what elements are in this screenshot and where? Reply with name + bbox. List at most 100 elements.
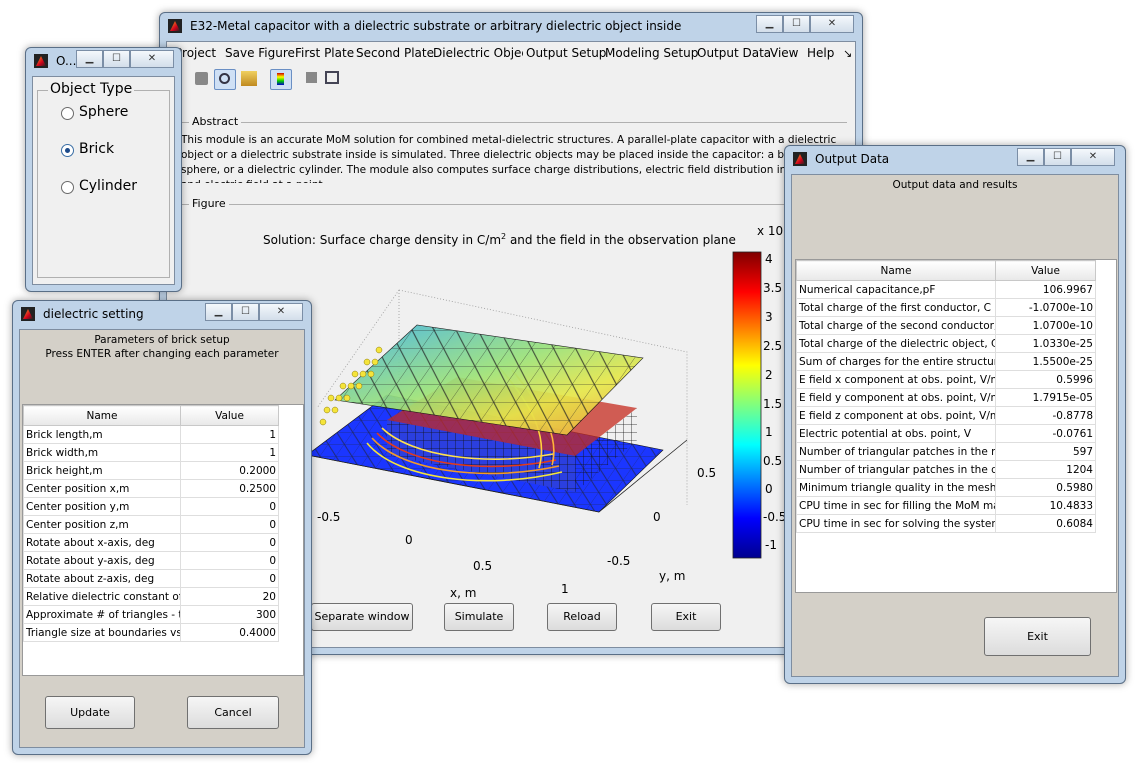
- col-name-header[interactable]: Name: [796, 260, 996, 281]
- table-row[interactable]: E field z component at obs. point, V/m -0…: [796, 406, 1096, 425]
- row-value-cell[interactable]: 0: [180, 497, 279, 516]
- table-row[interactable]: Brick length,m 1: [23, 425, 279, 444]
- row-value-cell[interactable]: 0.4000: [180, 623, 279, 642]
- menu-modeling-setup[interactable]: Modeling Setup: [605, 46, 699, 60]
- col-value-header[interactable]: Value: [995, 260, 1096, 281]
- table-row[interactable]: Center position z,m 0: [23, 515, 279, 534]
- table-row[interactable]: E field x component at obs. point, V/m 0.…: [796, 370, 1096, 389]
- menu-save-figure[interactable]: Save Figure: [225, 46, 295, 60]
- row-value-cell[interactable]: 106.9967: [995, 280, 1096, 299]
- row-value-cell[interactable]: 0: [180, 515, 279, 534]
- maximize-icon[interactable]: ☐: [103, 50, 130, 68]
- exit-button[interactable]: Exit: [651, 603, 721, 631]
- row-value-cell[interactable]: 1: [180, 443, 279, 462]
- col-value-header[interactable]: Value: [180, 405, 279, 426]
- print-icon[interactable]: [195, 72, 208, 85]
- row-value-cell[interactable]: 20: [180, 587, 279, 606]
- dielectric-titlebar[interactable]: dielectric setting ▁ ☐ ✕: [13, 301, 311, 329]
- table-row[interactable]: Sum of charges for the entire structur..…: [796, 352, 1096, 371]
- row-value-cell[interactable]: -1.0700e-10: [995, 298, 1096, 317]
- menu-second-plate[interactable]: Second Plate: [356, 46, 434, 60]
- cancel-button[interactable]: Cancel: [187, 696, 279, 729]
- row-value-cell[interactable]: 0.5996: [995, 370, 1096, 389]
- output-exit-button[interactable]: Exit: [984, 617, 1091, 656]
- menu-first-plate[interactable]: First Plate: [295, 46, 355, 60]
- table-row[interactable]: E field y component at obs. point, V/m 1.…: [796, 388, 1096, 407]
- menu-overflow-icon[interactable]: ↘: [843, 47, 853, 60]
- table-row[interactable]: Number of triangular patches in the me..…: [796, 442, 1096, 461]
- row-value-cell[interactable]: 1.7915e-05: [995, 388, 1096, 407]
- maximize-icon[interactable]: ☐: [783, 15, 810, 33]
- table-row[interactable]: Electric potential at obs. point, V -0.07…: [796, 424, 1096, 443]
- menu-help[interactable]: Help: [807, 46, 835, 60]
- minimize-icon[interactable]: ▁: [76, 50, 103, 68]
- row-value-cell[interactable]: 10.4833: [995, 496, 1096, 515]
- minimize-icon[interactable]: ▁: [1017, 148, 1044, 166]
- row-value-cell[interactable]: 1.5500e-25: [995, 352, 1096, 371]
- close-icon[interactable]: ✕: [1071, 148, 1115, 166]
- table-row[interactable]: Numerical capacitance,pF 106.9967: [796, 280, 1096, 299]
- update-button[interactable]: Update: [45, 696, 135, 729]
- table-row[interactable]: CPU time in sec for filling the MoM matr…: [796, 496, 1096, 515]
- table-row[interactable]: Center position x,m 0.2500: [23, 479, 279, 498]
- row-value-cell[interactable]: 1: [180, 425, 279, 444]
- object-type-titlebar[interactable]: O... ▁ ☐ ✕: [26, 48, 181, 76]
- minimize-icon[interactable]: ▁: [205, 303, 232, 321]
- row-value-cell[interactable]: -0.8778: [995, 406, 1096, 425]
- show-plot-tools-icon[interactable]: [325, 71, 339, 84]
- datacursor-icon[interactable]: [241, 71, 257, 86]
- close-icon[interactable]: ✕: [810, 15, 854, 33]
- table-row[interactable]: Number of triangular patches in the diel…: [796, 460, 1096, 479]
- table-row[interactable]: Rotate about z-axis, deg 0: [23, 569, 279, 588]
- table-row[interactable]: Relative dielectric constant of ... 20: [23, 587, 279, 606]
- radio-icon[interactable]: [61, 107, 74, 120]
- menu-dielectric-object[interactable]: Dielectric Object: [433, 46, 523, 60]
- simulate-button[interactable]: Simulate: [444, 603, 514, 631]
- menu-view[interactable]: View: [770, 46, 799, 60]
- surface-plot[interactable]: -0.5 0 0.5 1 x, m 0.5 0 -0.5 y, m 4 3.5 …: [167, 240, 855, 600]
- menu-output-data[interactable]: Output Data: [697, 46, 772, 60]
- table-row[interactable]: Brick height,m 0.2000: [23, 461, 279, 480]
- row-value-cell[interactable]: 300: [180, 605, 279, 624]
- row-value-cell[interactable]: 1204: [995, 460, 1096, 479]
- row-value-cell[interactable]: 0.5980: [995, 478, 1096, 497]
- row-value-cell[interactable]: 1.0700e-10: [995, 316, 1096, 335]
- row-value-cell[interactable]: 0.2000: [180, 461, 279, 480]
- separate-window-button[interactable]: Separate window: [311, 603, 413, 631]
- table-row[interactable]: CPU time in sec for solving the system .…: [796, 514, 1096, 533]
- main-titlebar[interactable]: E32-Metal capacitor with a dielectric su…: [160, 13, 862, 41]
- output-titlebar[interactable]: Output Data ▁ ☐ ✕: [785, 146, 1125, 174]
- table-row[interactable]: Minimum triangle quality in the mesh 0.59…: [796, 478, 1096, 497]
- maximize-icon[interactable]: ☐: [1044, 148, 1071, 166]
- colorbar-toggle-icon[interactable]: [270, 69, 292, 90]
- table-row[interactable]: Total charge of the first conductor, C -1…: [796, 298, 1096, 317]
- row-value-cell[interactable]: 1.0330e-25: [995, 334, 1096, 353]
- row-value-cell[interactable]: 0: [180, 551, 279, 570]
- close-icon[interactable]: ✕: [130, 50, 174, 68]
- table-row[interactable]: Triangle size at boundaries vs... 0.4000: [23, 623, 279, 642]
- minimize-icon[interactable]: ▁: [756, 15, 783, 33]
- col-name-header[interactable]: Name: [23, 405, 181, 426]
- row-value-cell[interactable]: 0: [180, 533, 279, 552]
- hide-plot-tools-icon[interactable]: [306, 72, 317, 83]
- row-value-cell[interactable]: 0: [180, 569, 279, 588]
- table-row[interactable]: Rotate about x-axis, deg 0: [23, 533, 279, 552]
- rotate3d-icon[interactable]: [214, 69, 236, 90]
- row-value-cell[interactable]: -0.0761: [995, 424, 1096, 443]
- table-row[interactable]: Center position y,m 0: [23, 497, 279, 516]
- maximize-icon[interactable]: ☐: [232, 303, 259, 321]
- menu-output-setup[interactable]: Output Setup: [526, 46, 607, 60]
- close-icon[interactable]: ✕: [259, 303, 303, 321]
- row-value-cell[interactable]: 0.6084: [995, 514, 1096, 533]
- radio-selected-icon[interactable]: [61, 144, 74, 157]
- menu-project[interactable]: Project: [175, 46, 217, 60]
- reload-button[interactable]: Reload: [547, 603, 617, 631]
- row-value-cell[interactable]: 0.2500: [180, 479, 279, 498]
- table-row[interactable]: Rotate about y-axis, deg 0: [23, 551, 279, 570]
- radio-icon[interactable]: [61, 181, 74, 194]
- row-value-cell[interactable]: 597: [995, 442, 1096, 461]
- table-row[interactable]: Total charge of the dielectric object, C…: [796, 334, 1096, 353]
- table-row[interactable]: Brick width,m 1: [23, 443, 279, 462]
- table-row[interactable]: Approximate # of triangles - t... 300: [23, 605, 279, 624]
